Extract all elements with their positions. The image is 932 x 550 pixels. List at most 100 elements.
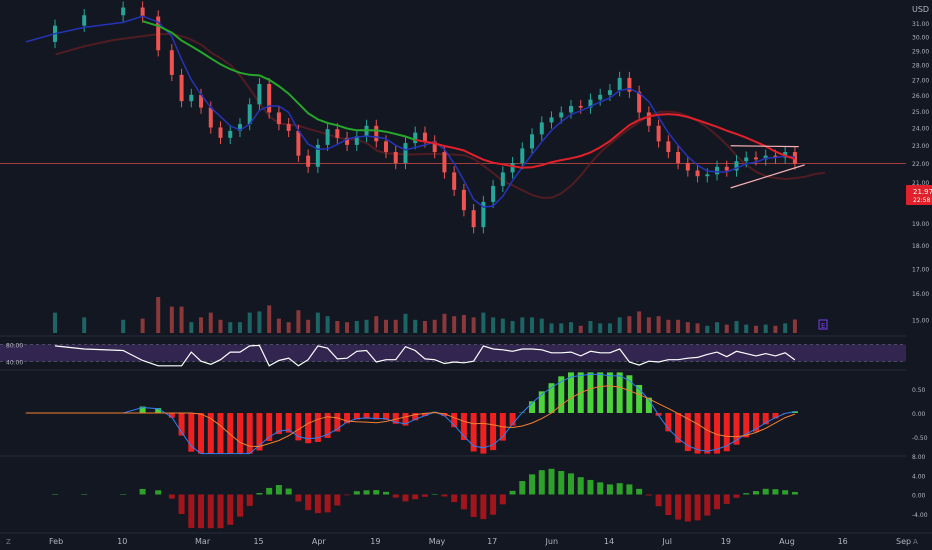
macd-histogram-bar: [665, 413, 672, 432]
upper-trendline[interactable]: [730, 145, 799, 148]
candle-body: [773, 155, 778, 158]
volume-bar: [656, 316, 661, 333]
macd-histogram-bar: [227, 413, 234, 454]
oscillator-bar: [256, 493, 263, 495]
lower-trendline[interactable]: [730, 164, 805, 189]
earnings-marker[interactable]: E: [818, 319, 828, 330]
macd-histogram-bar: [772, 413, 779, 419]
time-tick-label: 15: [253, 537, 263, 546]
time-tick-label: Jul: [661, 537, 672, 546]
candle-body: [82, 15, 87, 26]
price-tick-label: 15.00: [912, 317, 929, 324]
oscillator-bar: [207, 494, 214, 529]
candle-body: [461, 189, 466, 211]
candle-body: [530, 134, 535, 149]
oscillator-bar: [441, 494, 448, 497]
oscillator-bar: [723, 494, 730, 504]
macd-histogram-bar: [636, 384, 643, 413]
macd-histogram-bar: [762, 413, 769, 425]
macd-histogram-bar: [324, 413, 331, 438]
macd-histogram-bar: [314, 413, 321, 442]
candle-body: [179, 74, 184, 102]
macd-histogram-bar: [392, 413, 399, 424]
oscillator-bar: [529, 474, 536, 495]
macd-histogram-bar: [616, 372, 623, 413]
macd-histogram-bar: [733, 413, 740, 445]
volume-bar: [121, 319, 126, 333]
macd-histogram-bar: [353, 413, 360, 420]
volume-bar: [247, 312, 252, 333]
volume-bar: [276, 318, 281, 333]
candle-body: [481, 201, 486, 228]
auto-scale-icon[interactable]: A: [913, 538, 918, 546]
macd-pane[interactable]: 0.50 0.00 -0.50: [25, 372, 928, 455]
oscillator-bar: [675, 494, 682, 520]
oscillator-bar: [665, 494, 672, 516]
candle-body: [617, 77, 622, 91]
candle-body: [578, 105, 583, 108]
ma-shadow-line: [55, 32, 826, 199]
candle-body: [247, 104, 252, 125]
candle-body: [491, 185, 496, 202]
volume-bar: [208, 312, 213, 333]
time-axis: Feb 10 Mar 15 Apr 19 May 17 Jun 14 Jul 19 Aug 16 Sep: [49, 537, 911, 546]
slow-moving-average-falling: [415, 113, 796, 169]
candle-body: [140, 7, 145, 17]
macd-histogram-bar: [743, 413, 750, 438]
oscillator-pane[interactable]: 8.00 4.00 0.00 -4.00: [52, 454, 928, 529]
candle-body: [335, 129, 340, 138]
candle-body: [422, 132, 427, 142]
macd-tick-label: 0.50: [912, 387, 926, 394]
candle-body: [189, 94, 194, 102]
volume-bar: [364, 319, 369, 333]
candle-body: [354, 136, 359, 145]
price-tick-label: 18.00: [912, 243, 929, 250]
rsi-pane[interactable]: 80.00 40.00: [0, 343, 906, 367]
volume-bar: [354, 321, 359, 333]
oscillator-bar: [353, 491, 360, 495]
time-tick-label: May: [429, 537, 446, 546]
macd-histogram-bar: [344, 413, 351, 424]
price-tick-label: 21.00: [912, 180, 929, 187]
candle-body: [744, 157, 749, 162]
volume-bar: [500, 318, 505, 333]
oscillator-bar: [548, 468, 555, 495]
price-tick-label: 27.00: [912, 77, 929, 84]
candle-body: [228, 130, 233, 138]
macd-histogram-bar: [704, 413, 711, 454]
candle-body: [276, 112, 281, 125]
macd-histogram-bar: [529, 401, 536, 413]
oscillator-bar: [155, 490, 162, 495]
price-tick-label: 31.00: [912, 21, 929, 28]
volume-bar: [705, 325, 710, 333]
candle-body: [156, 16, 161, 51]
volume-bar: [481, 312, 486, 333]
volume-bar: [607, 323, 612, 333]
time-tick-label: Apr: [312, 537, 327, 546]
oscillator-bar: [139, 488, 146, 495]
oscillator-bar: [305, 494, 312, 511]
volume-bar: [530, 317, 535, 333]
volume-bar: [549, 323, 554, 333]
volume-bar: [189, 322, 194, 333]
macd-histogram-bar: [198, 413, 205, 454]
timezone-icon[interactable]: Z: [6, 538, 11, 546]
candle-body: [753, 157, 758, 160]
candle-body: [345, 137, 350, 145]
volume-bar: [695, 323, 700, 333]
time-tick-label: Jun: [545, 537, 559, 546]
macd-tick-label: -0.50: [912, 435, 928, 442]
candle-body: [646, 112, 651, 126]
volume-bar: [422, 321, 427, 333]
time-tick-label: 19: [370, 537, 380, 546]
oscillator-bar: [266, 487, 273, 495]
candle-body: [656, 125, 661, 142]
oscillator-bar: [606, 484, 613, 495]
price-pane[interactable]: [0, 1, 906, 333]
oscillator-bar: [499, 494, 506, 505]
volume-bar: [783, 323, 788, 333]
volume-bar: [753, 325, 758, 333]
oscillator-bar: [577, 477, 584, 495]
time-tick-label: Aug: [779, 537, 795, 546]
